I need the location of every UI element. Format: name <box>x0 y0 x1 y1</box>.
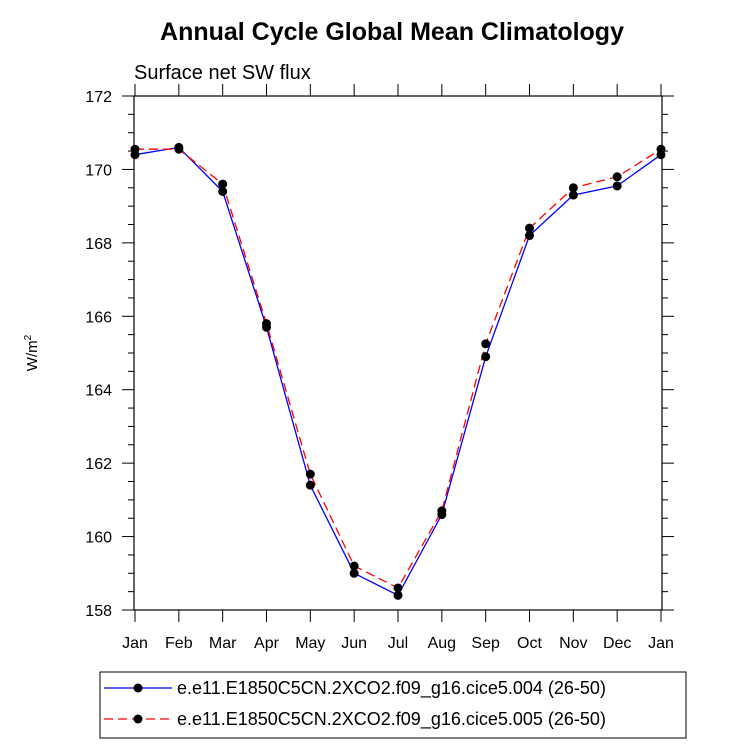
y-tick-label: 160 <box>85 530 112 547</box>
series-line-2 <box>135 148 662 589</box>
y-tick-label: 164 <box>85 383 112 400</box>
series-2-point <box>393 583 403 593</box>
x-tick-label: Jun <box>341 635 367 652</box>
y-tick-label: 170 <box>85 162 112 179</box>
series-1-point <box>305 480 315 490</box>
x-axis: Jan Feb Mar Apr May Jun Jul Aug Sep Oct Nov Dec Jan <box>122 84 674 652</box>
series-2-point <box>612 172 622 182</box>
y-tick-label: 168 <box>85 236 112 253</box>
chart-title: Annual Cycle Global Mean Climatology <box>160 18 624 46</box>
chart-subtitle: Surface net SW flux <box>134 62 311 84</box>
series-1-point <box>218 186 228 196</box>
x-tick-label: Jul <box>388 635 408 652</box>
y-axis: 158 160 162 164 166 168 170 172 <box>85 89 674 620</box>
x-tick-label: Aug <box>428 635 456 652</box>
series-1-point <box>481 352 491 362</box>
legend-box <box>99 671 687 739</box>
series-2-point <box>525 223 534 233</box>
series-2-point <box>481 339 491 349</box>
series-line-1 <box>134 146 662 597</box>
series-2-point <box>568 183 578 193</box>
series-2-point <box>218 179 228 189</box>
series-2-point <box>174 144 184 154</box>
y-axis-label: W/m2 <box>23 334 41 371</box>
series-1-point <box>525 231 534 241</box>
y-tick-label: 172 <box>85 89 112 106</box>
x-tick-label: Mar <box>209 635 237 652</box>
x-tick-label: Dec <box>603 635 631 652</box>
x-tick-label: Oct <box>517 635 542 652</box>
series-2-point <box>130 144 140 154</box>
x-tick-label: Apr <box>254 635 280 652</box>
x-tick-label: May <box>295 635 325 652</box>
series-2-point <box>437 506 447 516</box>
series-2-point <box>656 144 666 154</box>
x-tick-label: Sep <box>471 635 500 652</box>
series-2-point <box>262 319 271 329</box>
series-1-point <box>393 590 403 600</box>
x-tick-label: Feb <box>165 635 193 652</box>
y-tick-label: 166 <box>85 309 112 326</box>
legend-label-2: e.e11.E1850C5CN.2XCO2.f09_g16.cice5.005 … <box>177 709 606 730</box>
legend-label-1: e.e11.E1850C5CN.2XCO2.f09_g16.cice5.004 … <box>177 678 606 699</box>
legend-marker-1 <box>133 683 143 693</box>
series-group <box>130 142 666 600</box>
series-1-point <box>568 190 578 200</box>
series-1-point <box>612 181 622 191</box>
x-tick-label: Jan <box>648 635 674 652</box>
y-tick-label: 158 <box>85 603 112 620</box>
legend: e.e11.E1850C5CN.2XCO2.f09_g16.cice5.004 … <box>104 678 606 730</box>
series-2-point <box>349 561 359 571</box>
y-tick-label: 162 <box>85 456 112 473</box>
series-2-point <box>305 469 315 479</box>
x-tick-label: Jan <box>122 635 148 652</box>
plot-frame <box>133 95 663 611</box>
series-1-point <box>349 568 359 578</box>
x-tick-label: Nov <box>559 635 587 652</box>
legend-marker-2 <box>133 714 143 724</box>
